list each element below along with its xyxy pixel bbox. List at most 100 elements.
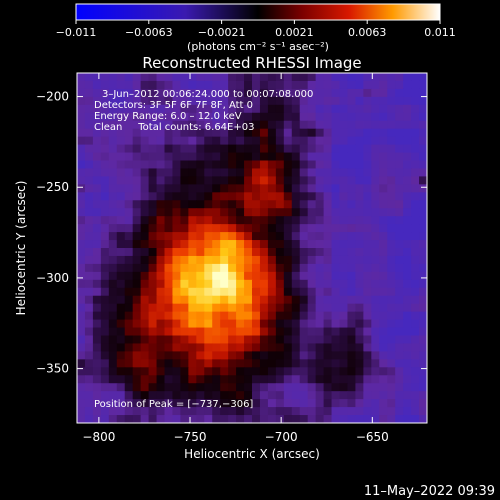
heatmap-cell <box>259 120 269 130</box>
heatmap-cell <box>252 128 261 138</box>
heatmap-cell <box>148 216 158 225</box>
heatmap-cell <box>244 200 253 209</box>
heatmap-cell <box>283 144 293 154</box>
heatmap-cell <box>108 263 118 273</box>
heatmap-cell <box>204 208 213 217</box>
heatmap-cell <box>156 287 166 297</box>
heatmap-cell <box>236 152 245 162</box>
heatmap-cell <box>299 359 309 368</box>
heatmap-cell <box>77 208 86 217</box>
heatmap-cell <box>212 343 221 353</box>
heatmap-cell <box>100 176 110 185</box>
heatmap-cell <box>259 303 269 313</box>
heatmap-cell <box>419 359 427 368</box>
heatmap-cell <box>148 184 158 193</box>
heatmap-cell <box>363 224 372 233</box>
heatmap-cell <box>395 343 404 353</box>
heatmap-cell <box>84 73 94 82</box>
heatmap-cell <box>371 240 380 249</box>
heatmap-cell <box>244 112 253 122</box>
heatmap-cell <box>315 240 325 249</box>
heatmap-cell <box>124 399 134 408</box>
heatmap-cell <box>236 168 245 178</box>
heatmap-cell <box>395 152 404 162</box>
heatmap-cell <box>419 152 427 162</box>
heatmap-cell <box>108 351 118 360</box>
heatmap-cell <box>204 160 213 170</box>
heatmap-cell <box>77 255 86 265</box>
heatmap-cell <box>331 144 341 154</box>
heatmap-cell <box>307 192 317 201</box>
heatmap-cell <box>419 112 427 122</box>
heatmap-cell <box>244 415 253 423</box>
heatmap-cell <box>108 224 118 233</box>
heatmap-cell <box>92 120 102 130</box>
heatmap-cell <box>252 224 261 233</box>
heatmap-cell <box>116 263 126 273</box>
heatmap-cell <box>371 327 380 337</box>
heatmap-cell <box>387 263 396 273</box>
heatmap-cell <box>172 104 182 114</box>
heatmap-cell <box>228 303 237 313</box>
heatmap-cell <box>204 224 213 233</box>
heatmap-cell <box>84 112 94 122</box>
heatmap-cell <box>140 240 150 249</box>
heatmap-cell <box>188 160 197 170</box>
heatmap-cell <box>236 208 245 217</box>
heatmap-cell <box>100 192 110 201</box>
heatmap-cell <box>164 271 174 281</box>
heatmap-cell <box>291 192 301 201</box>
heatmap-cell <box>275 279 285 289</box>
heatmap-cell <box>411 160 420 170</box>
heatmap-cell <box>275 168 285 178</box>
heatmap-cell <box>156 184 166 193</box>
heatmap-cell <box>212 391 221 400</box>
heatmap-cell <box>124 136 134 146</box>
heatmap-cell <box>92 399 102 408</box>
heatmap-cell <box>363 335 372 345</box>
heatmap-cell <box>244 73 253 82</box>
heatmap-cell <box>172 120 182 130</box>
heatmap-cell <box>419 128 427 138</box>
heatmap-cell <box>419 391 427 400</box>
heatmap-cell <box>275 383 285 392</box>
heatmap-cell <box>140 248 150 257</box>
heatmap-cell <box>403 160 412 170</box>
heatmap-cell <box>92 319 102 329</box>
heatmap-cell <box>403 399 412 408</box>
heatmap-cell <box>371 96 380 106</box>
heatmap-cell <box>204 168 213 178</box>
heatmap-cell <box>228 335 237 345</box>
heatmap-cell <box>180 152 189 162</box>
heatmap-cell <box>283 327 293 337</box>
heatmap-cell <box>172 391 182 400</box>
heatmap-cell <box>331 311 341 321</box>
heatmap-cell <box>108 415 118 423</box>
heatmap-cell <box>259 311 269 321</box>
heatmap-cell <box>371 351 380 360</box>
heatmap-cell <box>371 176 380 185</box>
heatmap-cell <box>100 407 110 416</box>
heatmap-cell <box>275 144 285 154</box>
heatmap-cell <box>299 415 309 423</box>
heatmap-cell <box>196 319 205 329</box>
heatmap-cell <box>148 152 158 162</box>
heatmap-cell <box>180 96 189 106</box>
heatmap-cell <box>299 192 309 201</box>
heatmap-cell <box>379 279 388 289</box>
heatmap-cell <box>116 112 126 122</box>
heatmap-cell <box>92 343 102 353</box>
heatmap-cell <box>307 407 317 416</box>
heatmap-cell <box>220 383 229 392</box>
heatmap-cell <box>307 88 317 98</box>
heatmap-cell <box>419 383 427 392</box>
heatmap-cell <box>172 224 182 233</box>
heatmap-cell <box>275 192 285 201</box>
heatmap-cell <box>108 295 118 305</box>
heatmap-cell <box>180 383 189 392</box>
heatmap-cell <box>212 407 221 416</box>
heatmap-cell <box>204 152 213 162</box>
heatmap-cell <box>291 327 301 337</box>
heatmap-cell <box>371 319 380 329</box>
heatmap-cell <box>307 335 317 345</box>
